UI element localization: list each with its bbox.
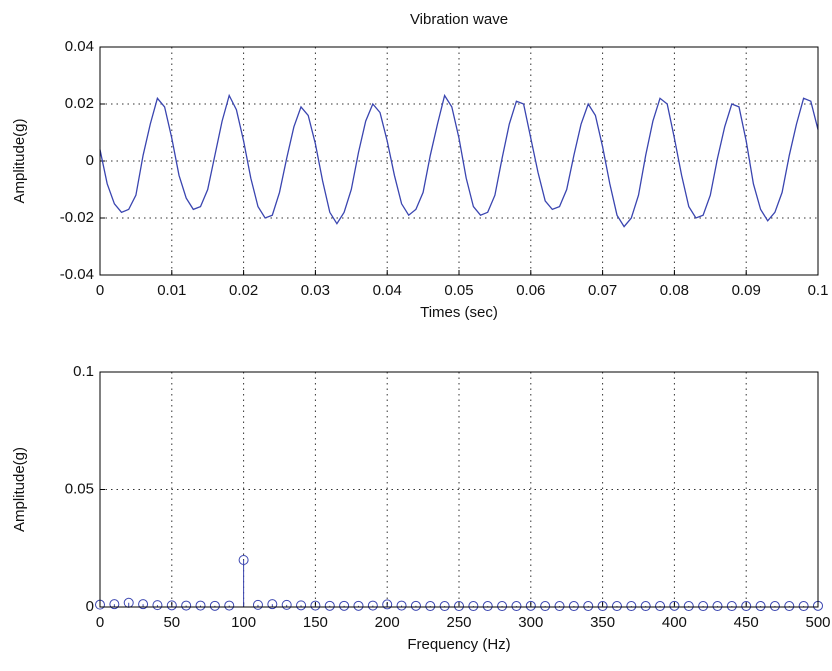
stem-marker xyxy=(755,601,766,612)
x-axis-label: Times (sec) xyxy=(420,304,498,321)
axes-frame xyxy=(99,371,819,608)
stem-marker xyxy=(324,600,335,611)
stem-marker xyxy=(583,601,594,612)
stem-marker xyxy=(252,599,263,610)
y-axis-label: Amplitude(g) xyxy=(11,447,28,532)
stem-marker xyxy=(655,601,666,612)
stem-marker xyxy=(310,600,321,611)
stem-marker xyxy=(425,601,436,612)
x-tick-label: 500 xyxy=(805,614,830,631)
stem-marker xyxy=(726,601,737,612)
stem-marker xyxy=(698,601,709,612)
stem-marker xyxy=(224,600,235,611)
stem-marker xyxy=(683,601,694,612)
x-axis-label: Frequency (Hz) xyxy=(407,636,510,653)
y-tick-label: 0.05 xyxy=(65,480,94,497)
y-tick-label: 0.02 xyxy=(65,95,94,112)
x-tick-label: 250 xyxy=(446,614,471,631)
signal-line xyxy=(99,93,819,228)
stem-marker xyxy=(181,600,192,611)
y-tick-label: 0 xyxy=(86,152,94,169)
x-tick-label: 200 xyxy=(375,614,400,631)
x-tick-label: 0.08 xyxy=(660,282,689,299)
stem-marker xyxy=(669,600,680,611)
x-tick-label: 0.04 xyxy=(373,282,402,299)
stem-marker xyxy=(597,601,608,612)
stem-marker xyxy=(238,555,249,565)
x-tick-label: 0.06 xyxy=(516,282,545,299)
x-tick-label: 150 xyxy=(303,614,328,631)
stem-marker xyxy=(468,601,479,612)
x-tick-label: 0.07 xyxy=(588,282,617,299)
y-tick-label: 0 xyxy=(86,598,94,615)
x-tick-label: 100 xyxy=(231,614,256,631)
stem-marker xyxy=(439,601,450,612)
x-tick-label: 0.01 xyxy=(157,282,186,299)
stem-marker xyxy=(482,601,493,612)
stem-marker xyxy=(267,599,278,610)
x-tick-label: 0.03 xyxy=(301,282,330,299)
x-tick-label: 0.02 xyxy=(229,282,258,299)
x-tick-label: 50 xyxy=(163,614,180,631)
stem-marker xyxy=(454,601,464,612)
stem-marker xyxy=(109,599,120,610)
stem-marker xyxy=(367,600,378,611)
stem-marker xyxy=(611,601,622,612)
stem-marker xyxy=(712,601,723,612)
stem-marker xyxy=(640,601,651,612)
x-tick-label: 0.1 xyxy=(808,282,829,299)
stem-marker xyxy=(166,600,177,611)
axes-frame xyxy=(99,46,819,276)
x-tick-label: 0.09 xyxy=(732,282,761,299)
stem-marker xyxy=(568,601,579,612)
chart-title: Vibration wave xyxy=(410,11,508,28)
y-tick-label: 0.04 xyxy=(65,38,94,55)
stem-marker xyxy=(626,601,637,612)
stem-marker xyxy=(339,600,350,611)
stem-marker xyxy=(195,600,206,611)
x-tick-label: 300 xyxy=(518,614,543,631)
stem-marker xyxy=(296,600,307,611)
y-tick-label: -0.04 xyxy=(60,266,94,283)
stem-marker xyxy=(209,600,220,611)
stem-marker xyxy=(152,600,163,611)
stem-marker xyxy=(396,600,407,611)
stem-marker xyxy=(353,600,364,611)
stem-marker xyxy=(540,601,551,612)
stem-marker xyxy=(382,599,393,610)
x-tick-label: 400 xyxy=(662,614,687,631)
stem-marker xyxy=(497,601,508,612)
stem-marker xyxy=(410,600,421,611)
stem-marker xyxy=(784,601,795,612)
x-tick-label: 0.05 xyxy=(444,282,473,299)
stem-marker xyxy=(798,601,809,612)
x-tick-label: 350 xyxy=(590,614,615,631)
x-tick-label: 450 xyxy=(734,614,759,631)
stem-marker xyxy=(281,599,292,610)
y-tick-label: -0.02 xyxy=(60,209,94,226)
stem-marker xyxy=(525,600,536,611)
y-axis-label: Amplitude(g) xyxy=(11,118,28,203)
x-tick-label: 0 xyxy=(96,282,104,299)
stem-marker xyxy=(511,601,522,612)
x-tick-label: 0 xyxy=(96,614,104,631)
stem-marker xyxy=(769,601,780,612)
y-tick-label: 0.1 xyxy=(73,363,94,380)
stem-marker xyxy=(138,599,149,610)
stem-marker xyxy=(741,601,752,612)
stem-marker xyxy=(554,601,565,612)
